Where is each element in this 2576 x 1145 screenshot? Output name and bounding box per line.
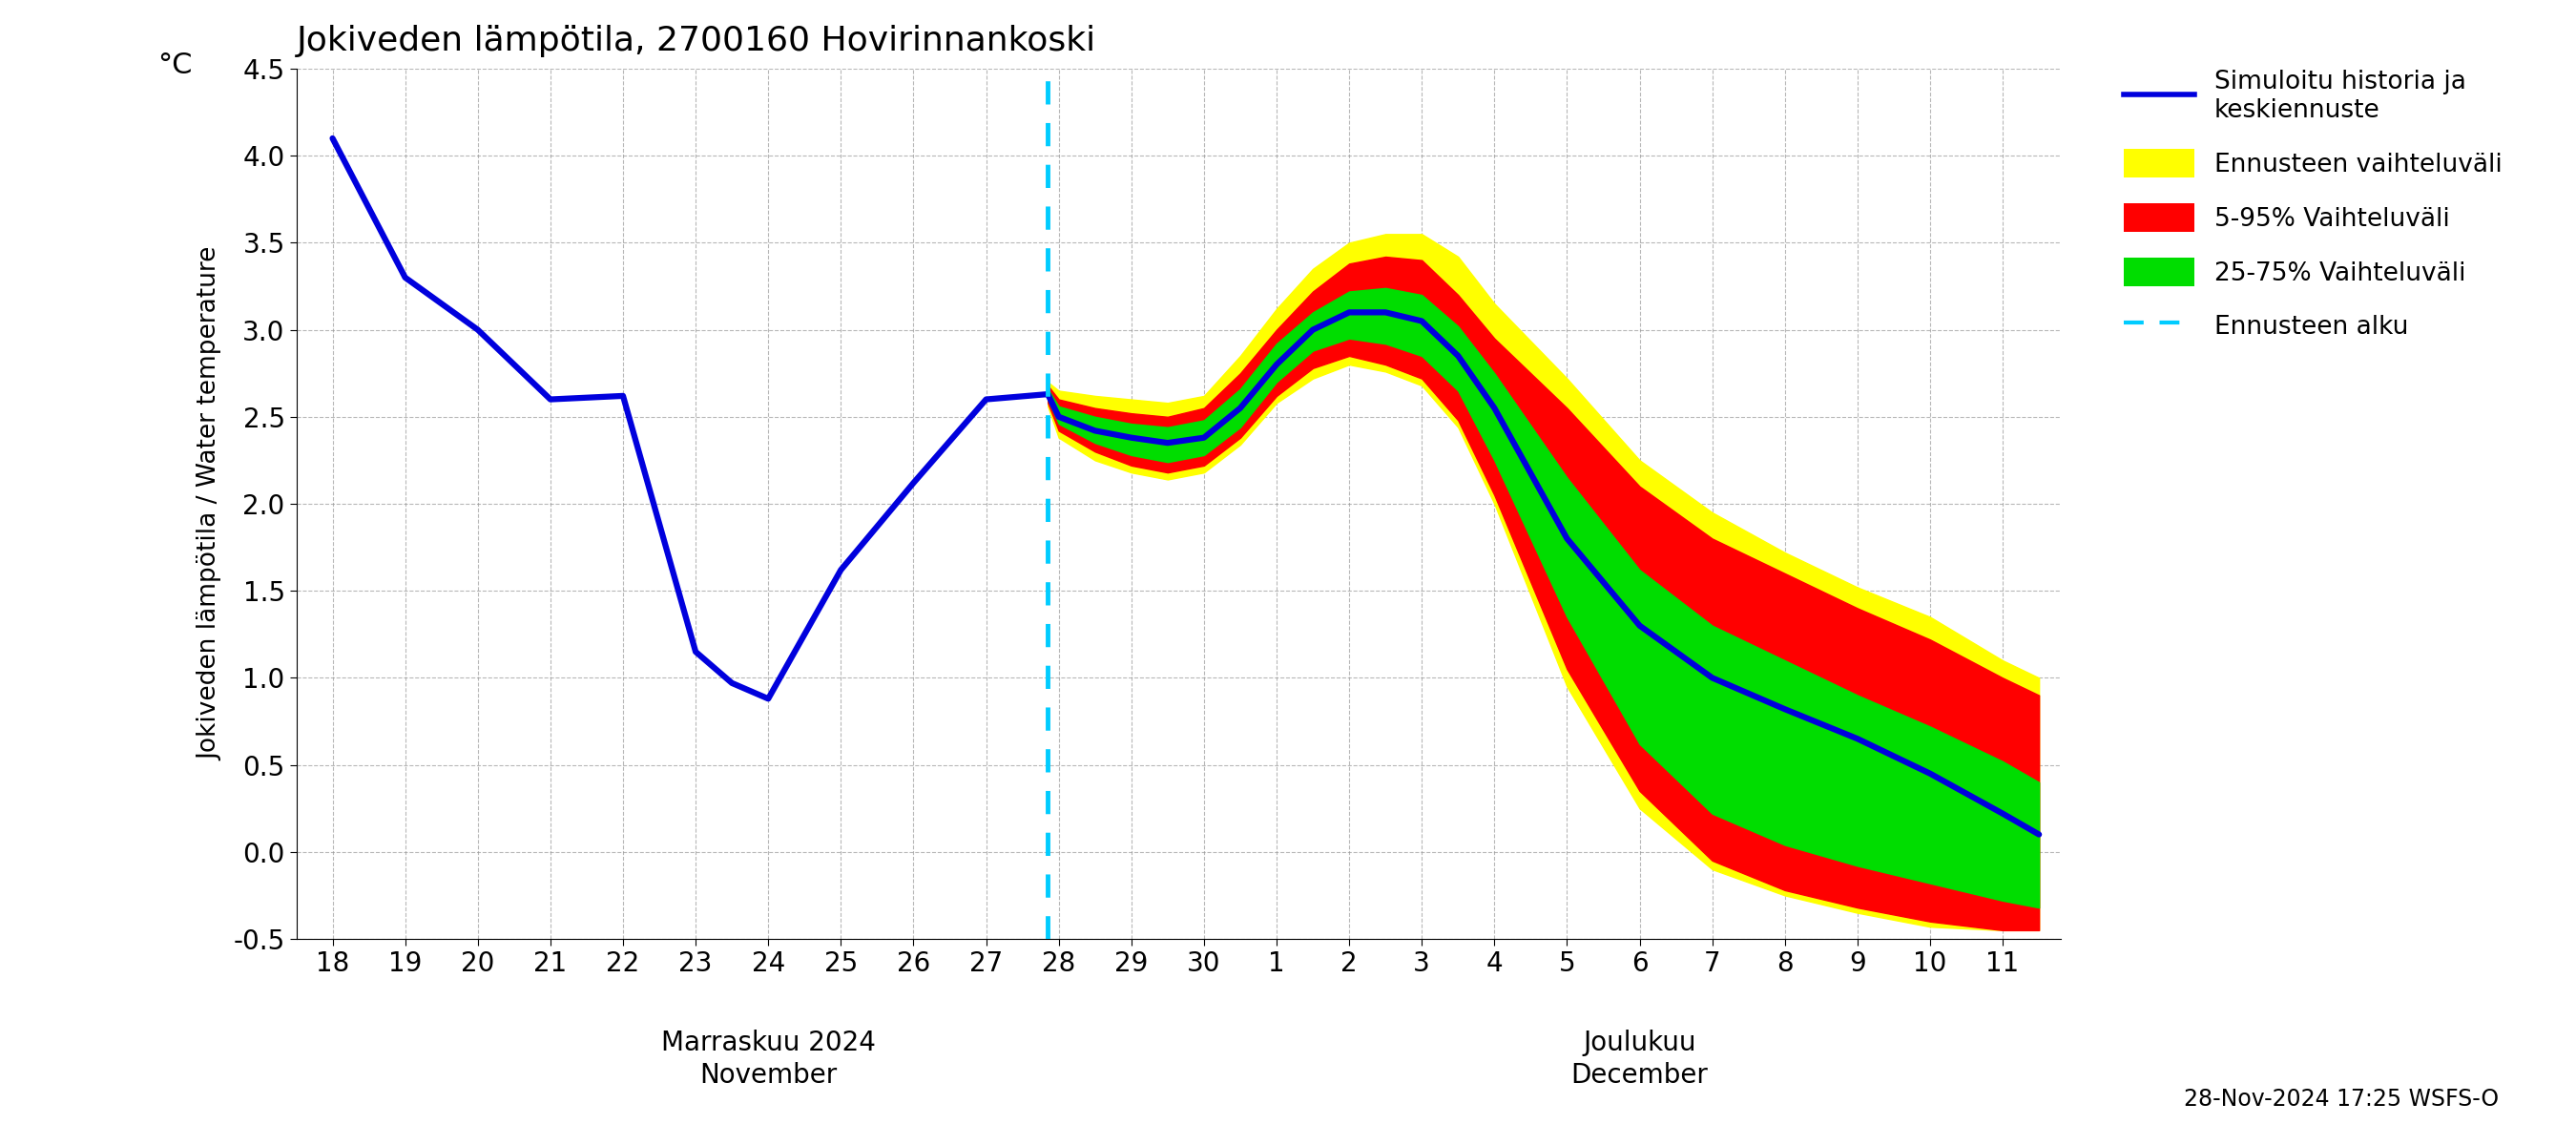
Text: Marraskuu 2024
November: Marraskuu 2024 November [662,1029,876,1089]
Text: Jokiveden lämpötila, 2700160 Hovirinnankoski: Jokiveden lämpötila, 2700160 Hovirinnank… [296,24,1095,57]
Text: Joulukuu
December: Joulukuu December [1571,1029,1708,1089]
Y-axis label: Jokiveden lämpötila / Water temperature: Jokiveden lämpötila / Water temperature [198,247,222,760]
Legend: Simuloitu historia ja
keskiennuste, Ennusteen vaihteluväli, 5-95% Vaihteluväli, : Simuloitu historia ja keskiennuste, Ennu… [2115,60,2512,350]
Text: 28-Nov-2024 17:25 WSFS-O: 28-Nov-2024 17:25 WSFS-O [2184,1088,2499,1111]
Text: °C: °C [157,52,193,79]
